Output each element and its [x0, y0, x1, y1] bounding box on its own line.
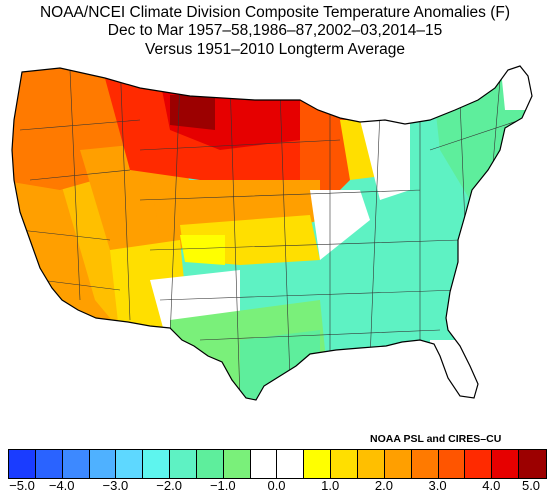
legend-swatch-3: [89, 450, 117, 478]
legend-swatch-1: [35, 450, 63, 478]
legend-tick-label: −2.0: [156, 478, 182, 493]
legend-swatch-17: [465, 450, 493, 478]
legend-ticks: −5.0 −4.0 −3.0 −2.0 −1.0 0.0 1.0 2.0 3.0 4.0 5.0: [8, 478, 545, 496]
title-line-1: NOAA/NCEI Climate Division Composite Tem…: [39, 4, 511, 21]
legend-tick-label: 4.0: [482, 478, 501, 493]
legend-swatch-19: [519, 450, 546, 478]
legend-swatch-16: [438, 450, 466, 478]
legend-swatch-7: [196, 450, 224, 478]
legend-swatch-15: [411, 450, 439, 478]
legend-tick-label: −5.0: [9, 478, 35, 493]
title-line-3: Versus 1951–2010 Longterm Average: [145, 41, 405, 58]
legend-swatch-10: [277, 450, 305, 478]
legend-tick-label: −1.0: [209, 478, 236, 493]
legend-swatch-2: [62, 450, 90, 478]
legend-tick-label: −3.0: [102, 478, 129, 493]
legend-tick-label: 2.0: [374, 478, 393, 493]
title-line-2: Dec to Mar 1957–58,1986–87,2002–03,2014–…: [107, 22, 443, 39]
legend-swatch-4: [116, 450, 144, 478]
legend-swatch-6: [170, 450, 197, 478]
legend-swatch-12: [331, 450, 358, 478]
legend-swatch-13: [357, 450, 385, 478]
legend-swatch-11: [304, 450, 332, 478]
legend-tick-label: 5.0: [521, 478, 541, 493]
legend-swatch-8: [223, 450, 251, 478]
legend-colorbar: [8, 449, 547, 479]
legend-tick-label: 0.0: [267, 478, 286, 493]
legend-tick-label: 1.0: [321, 478, 340, 493]
legend-swatch-14: [384, 450, 412, 478]
climate-division-lines: [19, 66, 521, 400]
anomaly-regions: [12, 66, 532, 400]
anomaly-map: [11, 65, 533, 401]
legend-swatch-5: [143, 450, 171, 478]
legend-swatch-18: [492, 450, 520, 478]
legend-tick-label: 3.0: [428, 478, 447, 493]
legend-swatch-0: [9, 450, 36, 478]
legend-tick-label: −4.0: [48, 478, 75, 493]
credit-label: NOAA PSL and CIRES–CU: [370, 433, 502, 445]
legend-swatch-9: [250, 450, 278, 478]
